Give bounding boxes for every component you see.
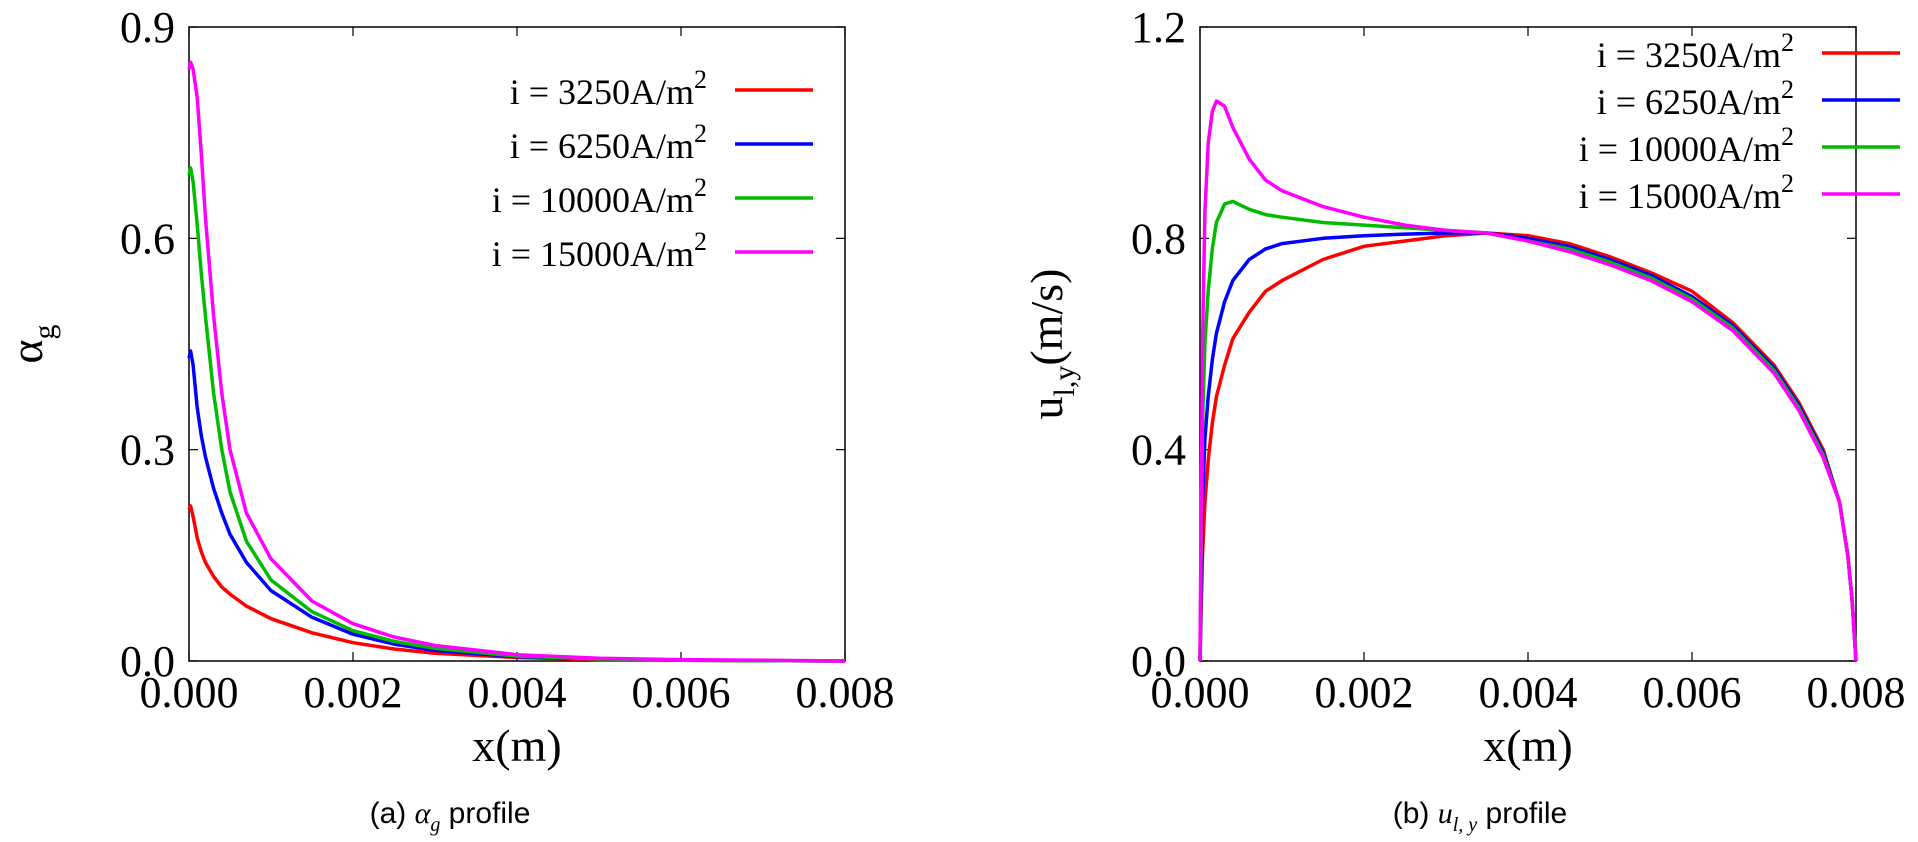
chart1-y-axis-label-sub: g: [28, 324, 61, 339]
chart2-legend-label: i = 3250A/m2: [1597, 28, 1794, 75]
chart2-ytick-label: 1.2: [1131, 3, 1186, 52]
chart2-y-axis-label-main: u: [1021, 396, 1072, 419]
chart1-legend-label: i = 10000A/m2: [492, 173, 707, 220]
chart1-legend-label-text: i = 10000A/m: [492, 180, 694, 220]
chart2-y-axis-label-sub: l,y: [1048, 366, 1081, 397]
chart2-caption-suffix: profile: [1477, 797, 1567, 830]
chart1-series-line-4: [187, 60, 846, 663]
chart2-legend-label: i = 6250A/m2: [1597, 75, 1794, 122]
chart2-legend-label: i = 15000A/m2: [1579, 169, 1794, 216]
chart1-caption-suffix: profile: [440, 797, 530, 830]
chart1-xtick-label: 0.008: [796, 668, 895, 717]
chart2-legend-label-text: i = 15000A/m: [1579, 176, 1781, 216]
chart2-legend-label-text: i = 10000A/m: [1579, 129, 1781, 169]
chart1-ytick-label: 0.9: [120, 3, 175, 52]
chart1-legend-label-sup: 2: [694, 65, 707, 94]
chart2-series-line-2: [1198, 231, 1858, 662]
chart2-y-axis-label-rest: (m/s): [1021, 269, 1072, 366]
chart1-caption-math-sub: g: [430, 814, 440, 836]
chart1-ytick-label: 0.0: [120, 637, 175, 686]
chart2-xtick-label: 0.004: [1479, 668, 1578, 717]
chart2-legend-label-sup: 2: [1781, 169, 1794, 198]
chart1-plot-frame: [188, 26, 846, 662]
chart2-xtick-label: 0.002: [1315, 668, 1414, 717]
chart1-legend-label-sup: 2: [694, 119, 707, 148]
chart1-legend-label-text: i = 6250A/m: [510, 126, 694, 166]
chart2-caption-math-sub: l, y: [1453, 814, 1478, 836]
chart1-legend-label-sup: 2: [694, 173, 707, 202]
chart1-y-axis-label: αg: [1, 324, 61, 363]
chart2-series-line-4: [1198, 99, 1858, 662]
chart1-series-line-2: [187, 349, 846, 663]
chart1-legend-label-sup: 2: [694, 227, 707, 256]
chart1-ytick-label: 0.3: [120, 426, 175, 475]
chart2-ytick-label: 0.4: [1131, 426, 1186, 475]
chart1-y-axis-label-main: α: [1, 339, 52, 363]
chart2-legend-label-text: i = 6250A/m: [1597, 82, 1781, 122]
chart2-series-line-1: [1198, 231, 1858, 662]
chart1-ytick-label: 0.6: [120, 214, 175, 263]
chart2-legend-label-sup: 2: [1781, 122, 1794, 151]
chart1: 0.000 0.002 0.004 0.006 0.008 0.0 0.3 0.6 0.9 x(m…: [1, 3, 895, 836]
chart1-xtick-label: 0.002: [304, 668, 403, 717]
chart2-xtick-label: 0.006: [1643, 668, 1742, 717]
chart1-legend-label: i = 15000A/m2: [492, 227, 707, 274]
chart1-caption-math: α: [415, 797, 432, 830]
chart1-xtick-label: 0.006: [632, 668, 731, 717]
chart1-caption-prefix: (a): [370, 797, 415, 830]
chart1-series-line-1: [187, 504, 846, 663]
chart1-caption: (a) αg profile: [370, 797, 531, 836]
chart2-x-axis-label: x(m): [1483, 720, 1572, 771]
chart2-legend-label-text: i = 3250A/m: [1597, 35, 1781, 75]
chart2-legend-label: i = 10000A/m2: [1579, 122, 1794, 169]
chart2-legend-label-sup: 2: [1781, 75, 1794, 104]
chart1-legend-label-text: i = 15000A/m: [492, 234, 694, 274]
chart2-ytick-label: 0.0: [1131, 637, 1186, 686]
chart2-xtick-label: 0.000: [1151, 668, 1250, 717]
chart2-xtick-label: 0.008: [1807, 668, 1906, 717]
chart2-y-axis-label: ul,y(m/s): [1021, 269, 1081, 420]
chart1-xtick-label: 0.000: [140, 668, 239, 717]
chart2-ytick-label: 0.8: [1131, 214, 1186, 263]
chart1-legend-label-text: i = 3250A/m: [510, 72, 694, 112]
chart2-plot-frame: [1199, 26, 1857, 662]
chart1-xtick-label: 0.004: [468, 668, 567, 717]
chart1-x-axis-label: x(m): [472, 720, 561, 771]
chart2-caption-prefix: (b): [1393, 797, 1438, 830]
chart2-caption: (b) ul, y profile: [1393, 797, 1567, 836]
chart2: 0.000 0.002 0.004 0.006 0.008 0.0 0.4 0.8 1.2 x(m…: [1021, 3, 1906, 836]
chart2-caption-math: u: [1438, 797, 1453, 830]
chart1-legend-label: i = 3250A/m2: [510, 65, 707, 112]
chart2-legend-label-sup: 2: [1781, 28, 1794, 57]
chart1-legend-label: i = 6250A/m2: [510, 119, 707, 166]
